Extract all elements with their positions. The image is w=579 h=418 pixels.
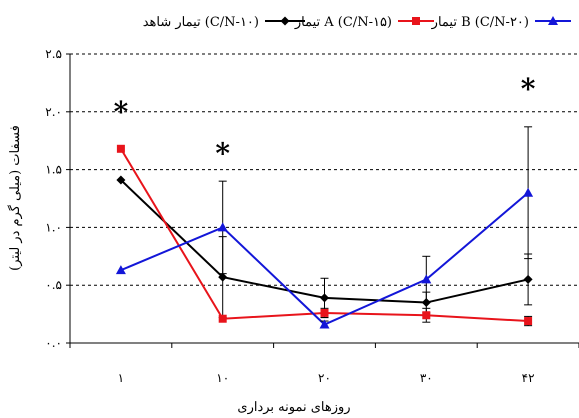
data-point (115, 265, 126, 275)
legend-marker-control (280, 16, 290, 26)
legend-item-control: تیمار شاهد (C/N-۱۰) (143, 15, 305, 30)
legend-label-a: تیمار A (C/N-۱۵) (294, 15, 392, 30)
data-point (218, 272, 228, 282)
data-point (319, 319, 330, 329)
x-tick-label: ۲۰ (318, 371, 331, 385)
x-tick-label: ۱۰ (216, 371, 229, 385)
legend: تیمار شاهد (C/N-۱۰) تیمار A (C/N-۱۵) تیم… (143, 15, 571, 30)
data-point (320, 308, 329, 317)
significance-asterisk: * (215, 137, 230, 170)
legend-marker-a (412, 17, 420, 25)
series-b (115, 126, 534, 329)
legend-marker-b (548, 16, 558, 25)
data-point (116, 175, 126, 185)
y-tick-label: ۰.۵ (45, 278, 62, 292)
x-tick-label: ۴۲ (522, 371, 535, 385)
annotations: * * * (114, 72, 536, 170)
x-tick-label: ۱ (118, 371, 124, 385)
x-axis-label: روزهای نمونه برداری (237, 400, 350, 415)
series-a (116, 144, 533, 327)
data-point (422, 311, 431, 320)
x-tick-label: ۳۰ (420, 371, 433, 385)
data-point (523, 187, 534, 197)
y-tick-label: ۱.۵ (45, 163, 62, 177)
data-point (320, 293, 329, 303)
data-point (217, 222, 228, 232)
gridlines (70, 53, 579, 286)
legend-label-control: تیمار شاهد (C/N-۱۰) (143, 15, 259, 30)
data-point (116, 144, 125, 153)
y-tick-label: ۰.۰ (45, 336, 62, 350)
legend-item-b: تیمار B (C/N-۲۰) (431, 15, 571, 30)
series-group (115, 126, 534, 329)
data-point (218, 314, 227, 323)
significance-asterisk: * (114, 95, 129, 128)
y-axis-label: فسفات (میلی گرم در لیتر) (7, 125, 23, 271)
y-tick-label: ۱.۰ (45, 220, 62, 234)
data-point (523, 274, 533, 284)
axes: ۰.۰ ۰.۵ ۱.۰ ۱.۵ ۲.۰ ۲.۵ ۱ ۱۰ ۲۰ ۳۰ ۴۲ (45, 47, 579, 385)
y-tick-label: ۲.۵ (45, 47, 62, 61)
significance-asterisk: * (521, 72, 536, 105)
legend-item-a: تیمار A (C/N-۱۵) (294, 15, 434, 30)
legend-label-b: تیمار B (C/N-۲۰) (431, 15, 529, 30)
y-tick-label: ۲.۰ (45, 105, 62, 119)
data-point (421, 274, 432, 284)
data-point (524, 317, 533, 326)
